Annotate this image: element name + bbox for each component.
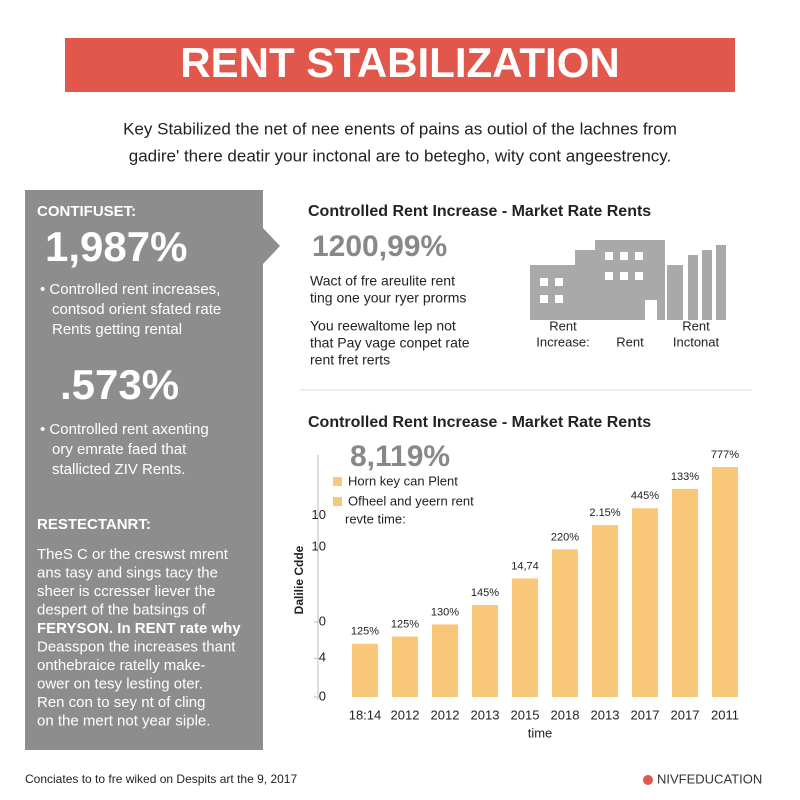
footer-text: Conciates to to fre wiked on Despits art… — [25, 772, 297, 786]
legend-swatch — [333, 477, 342, 486]
section-text: ting one your ryer prorms — [310, 290, 466, 306]
intro-line: Key Stabilized the net of nee enents of … — [123, 119, 677, 138]
icon-label: Rent — [616, 334, 644, 349]
section-stat: 8,119% — [350, 440, 450, 473]
x-tick-label: 2013 — [591, 707, 620, 722]
brand: NIVFEDUCATION — [657, 771, 762, 786]
bar-label: 14,74 — [511, 560, 539, 572]
panel-text: Ren con to sey nt of cling — [37, 694, 205, 711]
x-axis-title: time — [528, 725, 553, 740]
y-tick-label: 0 — [319, 613, 326, 628]
panel-text: ory emrate faed that — [52, 441, 187, 458]
y-axis-title: Dalilie Cdde — [292, 545, 306, 614]
bar-label: 145% — [471, 587, 499, 599]
icon-label: Rent — [682, 318, 710, 333]
title-banner — [65, 38, 735, 92]
title: RENT STABILIZATION — [180, 39, 619, 86]
y-tick-label: 10 — [312, 538, 326, 553]
panel-text: Deasspon the increases thant — [37, 638, 236, 655]
panel-text: stallicted ZIV Rents. — [52, 461, 185, 478]
x-tick-label: 2018 — [551, 707, 580, 722]
legend-swatch — [333, 497, 342, 506]
bar — [432, 624, 458, 697]
panel-text: ans tasy and sings tacy the — [37, 564, 218, 581]
bar — [592, 525, 618, 697]
panel-stat: .573% — [60, 361, 179, 408]
x-tick-label: 2013 — [471, 707, 500, 722]
bar — [552, 549, 578, 697]
bar — [712, 467, 738, 697]
bar-chart: 0 4 0 10 10 Dalilie Cdde time Horn key can Plen… — [292, 449, 739, 740]
building-icon — [530, 240, 726, 320]
panel-arrow — [263, 228, 280, 264]
bar-label: 125% — [391, 618, 419, 630]
panel-text: despert of the batsings of — [37, 601, 206, 618]
panel-text: on the mert not year siple. — [37, 712, 210, 729]
bar — [352, 643, 378, 697]
bar — [472, 605, 498, 697]
section-heading: Controlled Rent Increase - Market Rate R… — [308, 203, 651, 220]
side-panel — [25, 190, 263, 750]
bar — [512, 578, 538, 697]
x-tick-label: 2012 — [391, 707, 420, 722]
y-tick-label: 0 — [319, 688, 326, 703]
x-tick-label: 2011 — [711, 707, 739, 722]
section-heading: Controlled Rent Increase - Market Rate R… — [308, 414, 651, 431]
intro-line: gadire' there deatir your inctonal are t… — [129, 146, 672, 165]
legend-label: Ofheel and yeern rent — [348, 493, 474, 508]
panel-text: Rents getting rental — [52, 321, 182, 338]
panel-stat: 1,987% — [45, 223, 187, 270]
icon-label: Increase: — [536, 334, 589, 349]
section-text: that Pay vage conpet rate — [310, 335, 470, 351]
panel-text: TheS C or the creswst mrent — [37, 546, 229, 563]
legend-label: Horn key can Plent — [348, 473, 458, 488]
bar — [632, 508, 658, 697]
bar-label: 777% — [711, 449, 739, 461]
panel-text: onthebraice ratelly make- — [37, 657, 205, 674]
icon-label: Rent — [549, 318, 577, 333]
section-text: rent fret rerts — [310, 352, 390, 368]
bar — [672, 488, 698, 697]
y-tick-label: 10 — [312, 507, 326, 522]
bar-label: 130% — [431, 606, 459, 618]
bar-label: 125% — [351, 626, 379, 638]
bar-label: 2.15% — [589, 507, 620, 519]
x-tick-label: 2017 — [671, 707, 700, 722]
section-text: You reewaltome lep not — [310, 318, 456, 334]
x-tick-label: 2012 — [431, 707, 460, 722]
bar — [392, 636, 418, 697]
x-tick-label: 2015 — [511, 707, 540, 722]
panel-text: sheer is ccresser liever the — [37, 583, 215, 600]
panel-text: ower on tesy lesting oter. — [37, 675, 203, 692]
x-tick-label: 2017 — [631, 707, 660, 722]
panel-heading: CONTIFUSET: — [37, 203, 136, 220]
panel-heading: RESTECTANRT: — [37, 516, 151, 533]
section-stat: 1200,99% — [312, 230, 447, 263]
x-tick-label: 18:14 — [349, 707, 382, 722]
panel-text: FERYSON. In RENT rate why — [37, 620, 241, 637]
icon-label: Inctonat — [673, 334, 720, 349]
bar-label: 133% — [671, 471, 699, 483]
chart-note: revte time: — [345, 511, 406, 526]
section-text: Wact of fre areulite rent — [310, 273, 455, 289]
bar-label: 445% — [631, 490, 659, 502]
panel-text: contsod orient sfated rate — [52, 301, 221, 318]
bar-label: 220% — [551, 531, 579, 543]
panel-text: • Controlled rent axenting — [40, 421, 209, 438]
y-tick-label: 4 — [319, 650, 326, 665]
panel-text: • Controlled rent increases, — [40, 281, 220, 298]
brand-dot — [643, 775, 653, 785]
